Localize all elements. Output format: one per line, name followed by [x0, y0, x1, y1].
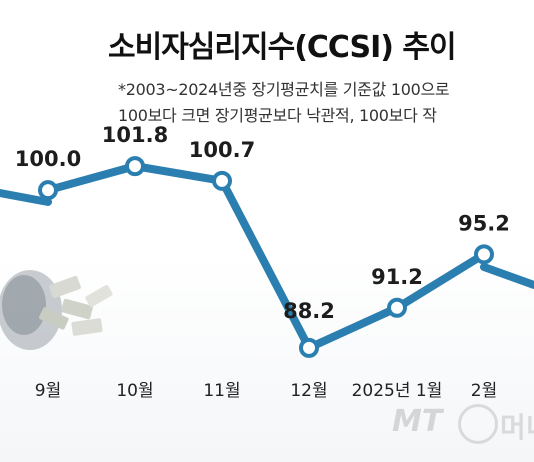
- watermark-brand: MT: [392, 404, 443, 439]
- series-line-incoming: [0, 189, 52, 206]
- x-tick-label-5: 2월: [471, 381, 497, 401]
- data-label-2: 100.7: [189, 138, 255, 162]
- data-label-3: 88.2: [283, 299, 335, 323]
- series-line: [46, 162, 487, 352]
- x-tick-layer: 9월 10월 11월 12월 2025년 1월 2월: [35, 381, 497, 401]
- data-point-2: [212, 170, 232, 191]
- watermark-circle-icon: [458, 404, 498, 444]
- data-label-5: 95.2: [458, 211, 510, 235]
- x-tick-label-4: 2025년 1월: [352, 381, 443, 401]
- data-point-5: [474, 244, 494, 265]
- data-point-1: [125, 156, 145, 177]
- data-point-3: [299, 337, 319, 358]
- x-tick-label-3: 12월: [290, 381, 327, 401]
- chart-note-1: *2003~2024년중 장기평균치를 기준값 100으로: [118, 80, 450, 99]
- x-tick-label-0: 9월: [35, 381, 61, 401]
- data-point-0: [38, 180, 58, 201]
- x-tick-label-1: 10월: [116, 381, 153, 401]
- data-point-4: [387, 297, 407, 318]
- label-layer: 100.0 101.8 100.7 88.2 91.2 95.2: [15, 123, 510, 323]
- x-tick-label-2: 11월: [203, 381, 240, 401]
- watermark-suffix: 머니투데이: [500, 411, 534, 444]
- coin-illustration: [0, 250, 120, 360]
- data-label-0: 100.0: [15, 147, 81, 171]
- series-layer: [46, 162, 487, 352]
- chart-title: 소비자심리지수(CCSI) 추이: [108, 30, 457, 65]
- series-line-outgoing: [480, 263, 534, 289]
- data-label-4: 91.2: [371, 265, 423, 289]
- marker-layer: [38, 156, 494, 358]
- data-label-1: 101.8: [102, 123, 168, 147]
- chart-note-2: 100보다 크면 장기평균보다 낙관적, 100보다 작: [118, 106, 437, 125]
